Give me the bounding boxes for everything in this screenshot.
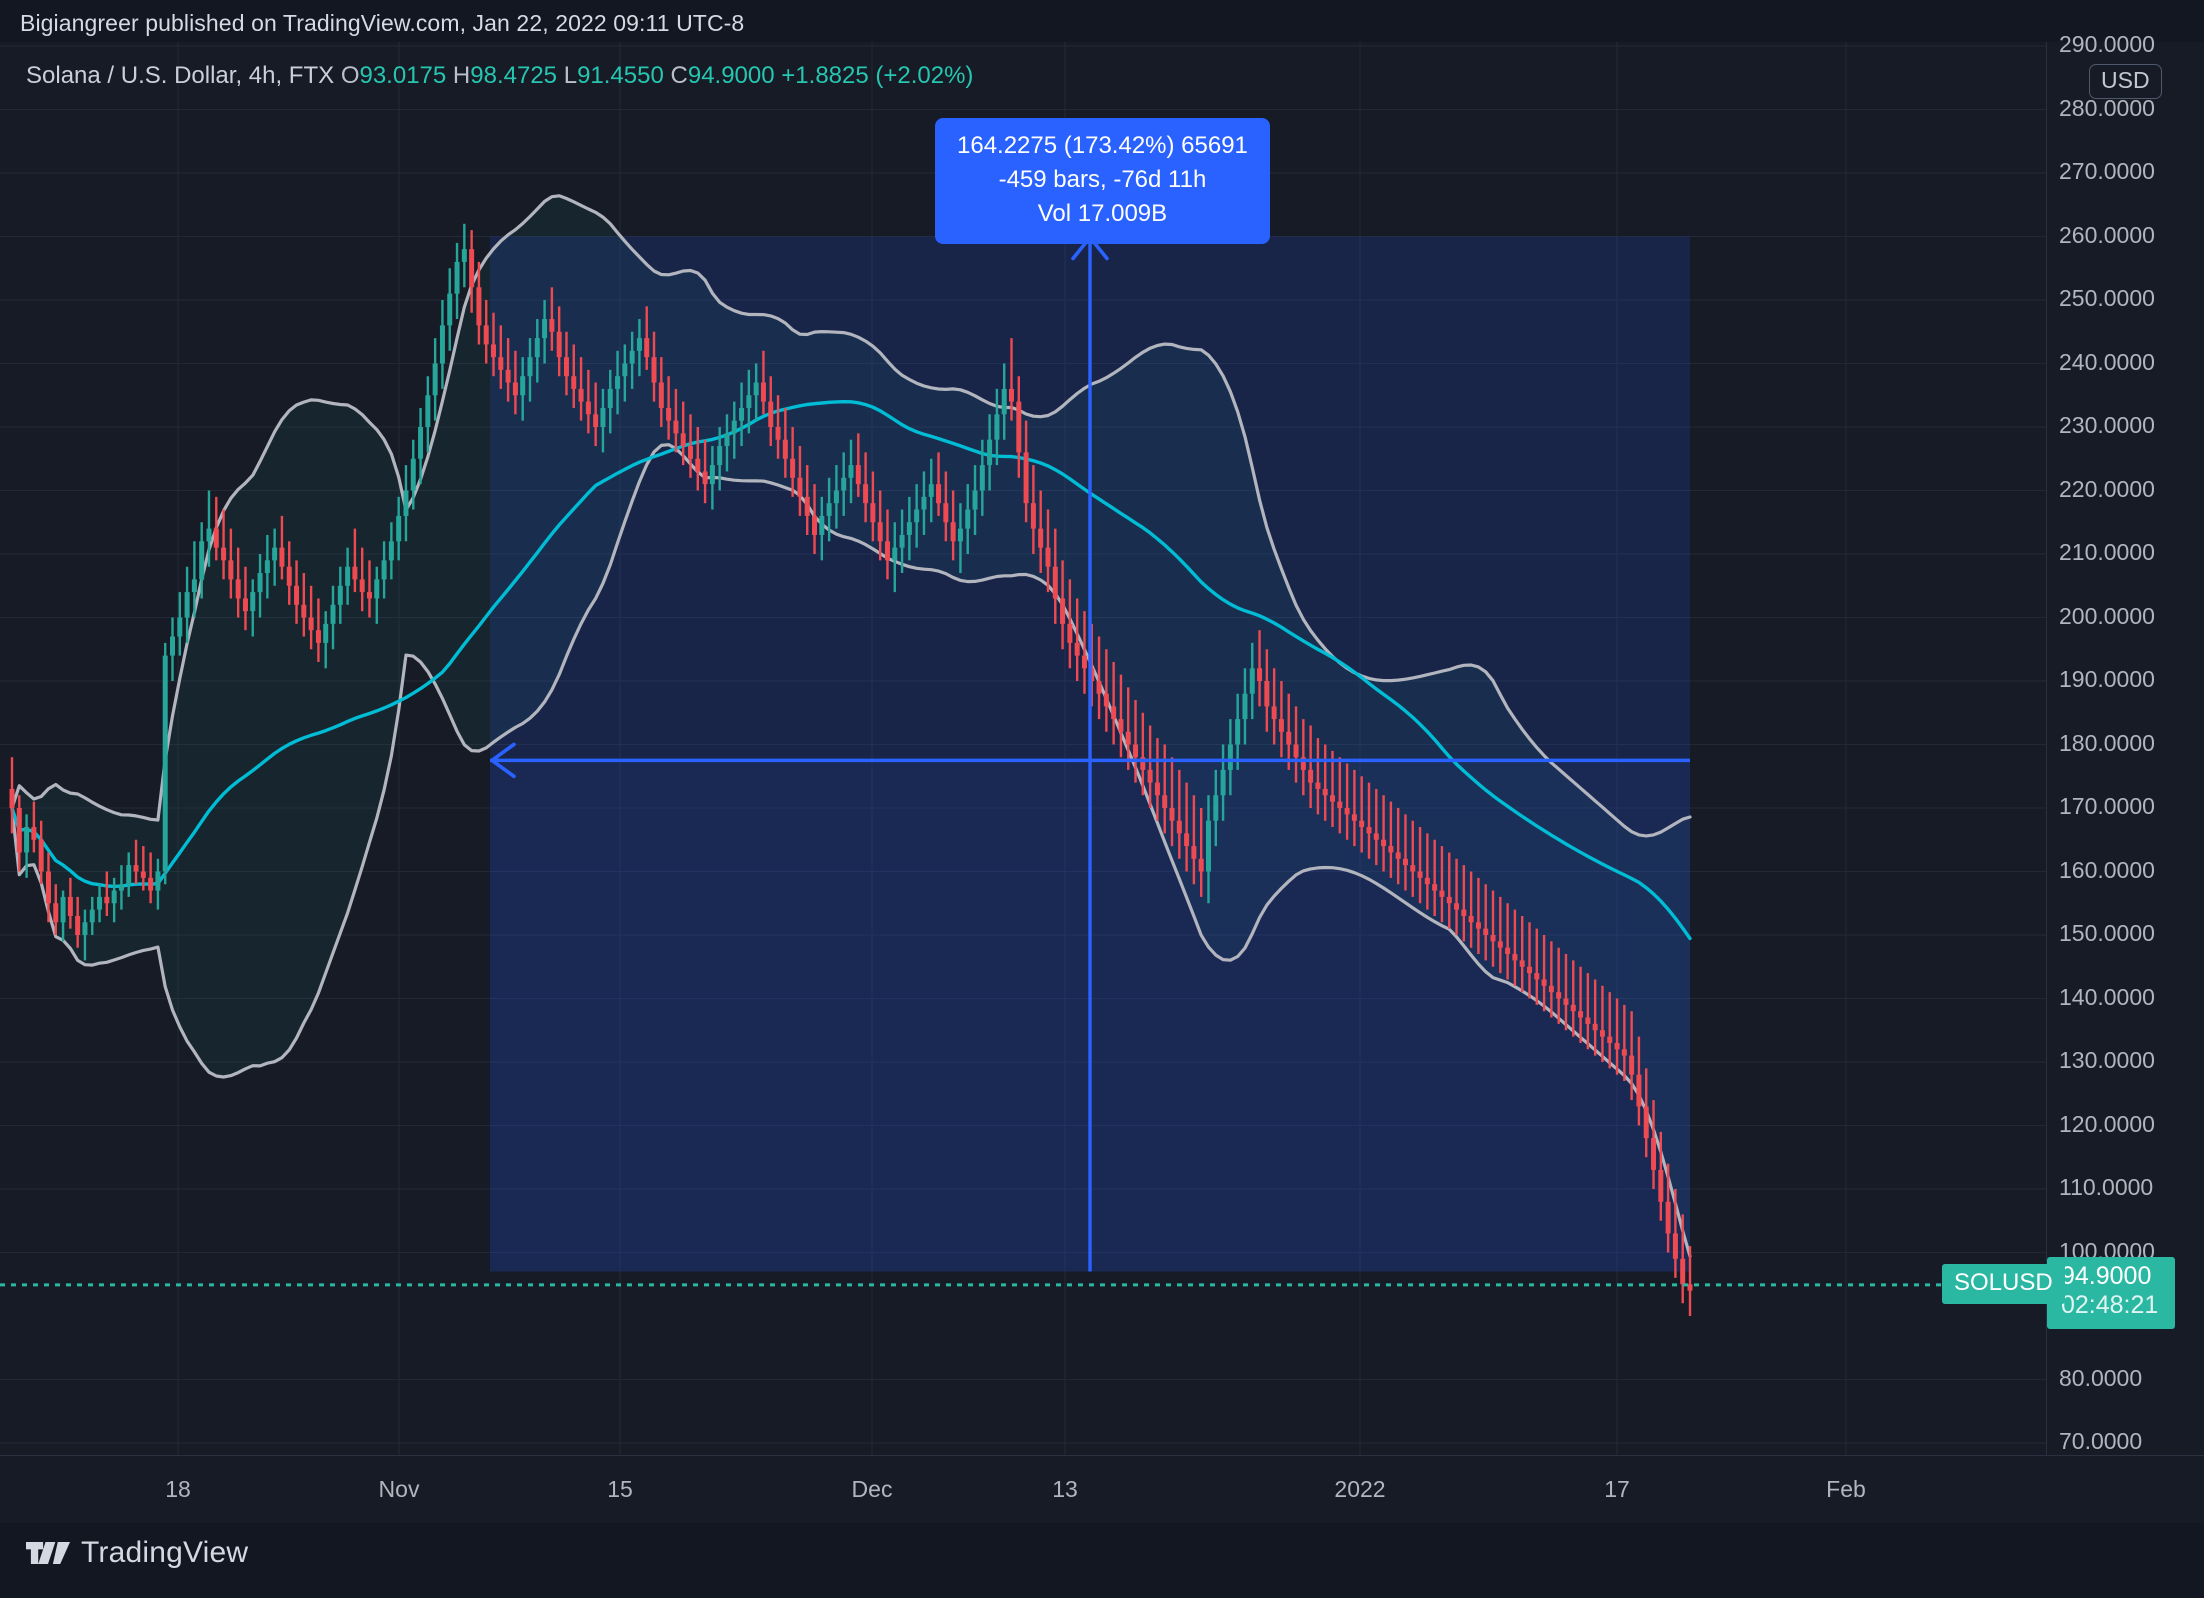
price-tick: 250.0000 — [2059, 285, 2155, 311]
tradingview-logo[interactable]: TradingView — [26, 1536, 248, 1570]
price-tick: 70.0000 — [2059, 1428, 2143, 1454]
symbol-badge: SOLUSD — [1942, 1263, 2065, 1304]
price-tick: 80.0000 — [2059, 1364, 2143, 1391]
time-tick: 15 — [607, 1476, 633, 1502]
time-tick: 18 — [165, 1476, 191, 1502]
chart-canvas — [0, 42, 2046, 1455]
price-tick: 140.0000 — [2059, 983, 2155, 1010]
price-tick: 290.0000 — [2059, 31, 2155, 57]
price-tick: 260.0000 — [2059, 221, 2155, 248]
last-price-badge: 94.9000 02:48:21 — [2047, 1256, 2175, 1329]
legend-high-value: 98.4725 — [470, 62, 558, 89]
price-tick: 220.0000 — [2059, 475, 2155, 502]
tradingview-brand-text: TradingView — [81, 1536, 249, 1569]
attribution-text: Bigiangreer published on TradingView.com… — [20, 10, 745, 36]
time-tick: 2022 — [1334, 1476, 1386, 1502]
legend-close-value: 94.9000 — [687, 62, 775, 89]
currency-badge: USD — [2089, 64, 2162, 99]
bar-countdown: 02:48:21 — [2061, 1291, 2159, 1320]
price-axis[interactable]: USD 290.0000 280.0000 270.0000 260.0000 250.… — [2046, 31, 2204, 1455]
time-tick: 17 — [1604, 1476, 1630, 1502]
measurement-tooltip: 164.2275 (173.42%) 65691 -459 bars, -76d… — [935, 118, 1270, 245]
price-tick: 280.0000 — [2059, 94, 2155, 121]
legend-high-label: H — [452, 62, 471, 89]
price-tick: 160.0000 — [2059, 856, 2155, 883]
time-tick: 13 — [1052, 1476, 1078, 1502]
price-tick: 130.0000 — [2059, 1047, 2155, 1073]
tradingview-mark-icon — [26, 1538, 70, 1568]
legend-close-label: C — [670, 62, 688, 89]
price-tick: 270.0000 — [2059, 158, 2155, 184]
time-axis[interactable]: 18 Nov 15 Dec 13 2022 17 Feb — [0, 1455, 2204, 1523]
legend-change: +1.8825 (+2.02%) — [781, 62, 974, 89]
legend-open-label: O — [340, 62, 360, 89]
time-tick: Nov — [378, 1476, 420, 1502]
measure-bars-duration: -459 bars, -76d 11h — [998, 166, 1207, 194]
price-tick: 240.0000 — [2059, 348, 2155, 375]
chart-legend: Solana / U.S. Dollar, 4h, FTX O93.0175 H… — [26, 62, 973, 90]
price-tick: 230.0000 — [2059, 412, 2155, 438]
price-tick: 150.0000 — [2059, 920, 2155, 946]
measure-price-change: 164.2275 (173.42%) 65691 — [957, 132, 1248, 159]
time-tick: Dec — [851, 1476, 893, 1502]
legend-symbol: Solana / U.S. Dollar, 4h, FTX — [26, 62, 335, 89]
price-tick: 180.0000 — [2059, 729, 2155, 756]
legend-low-value: 91.4550 — [577, 62, 664, 89]
price-tick: 210.0000 — [2059, 539, 2155, 565]
chart-pane[interactable] — [0, 42, 2046, 1455]
price-tick: 200.0000 — [2059, 602, 2155, 629]
price-tick: 110.0000 — [2059, 1174, 2154, 1200]
last-price-value: 94.9000 — [2061, 1261, 2152, 1290]
measure-volume: Vol 17.009B — [1037, 200, 1168, 228]
legend-open-value: 93.0175 — [359, 62, 447, 89]
legend-low-label: L — [563, 62, 578, 89]
price-tick: 120.0000 — [2059, 1110, 2155, 1137]
price-tick: 170.0000 — [2059, 793, 2155, 819]
time-tick: Feb — [1826, 1476, 1866, 1502]
price-tick: 190.0000 — [2059, 666, 2155, 692]
